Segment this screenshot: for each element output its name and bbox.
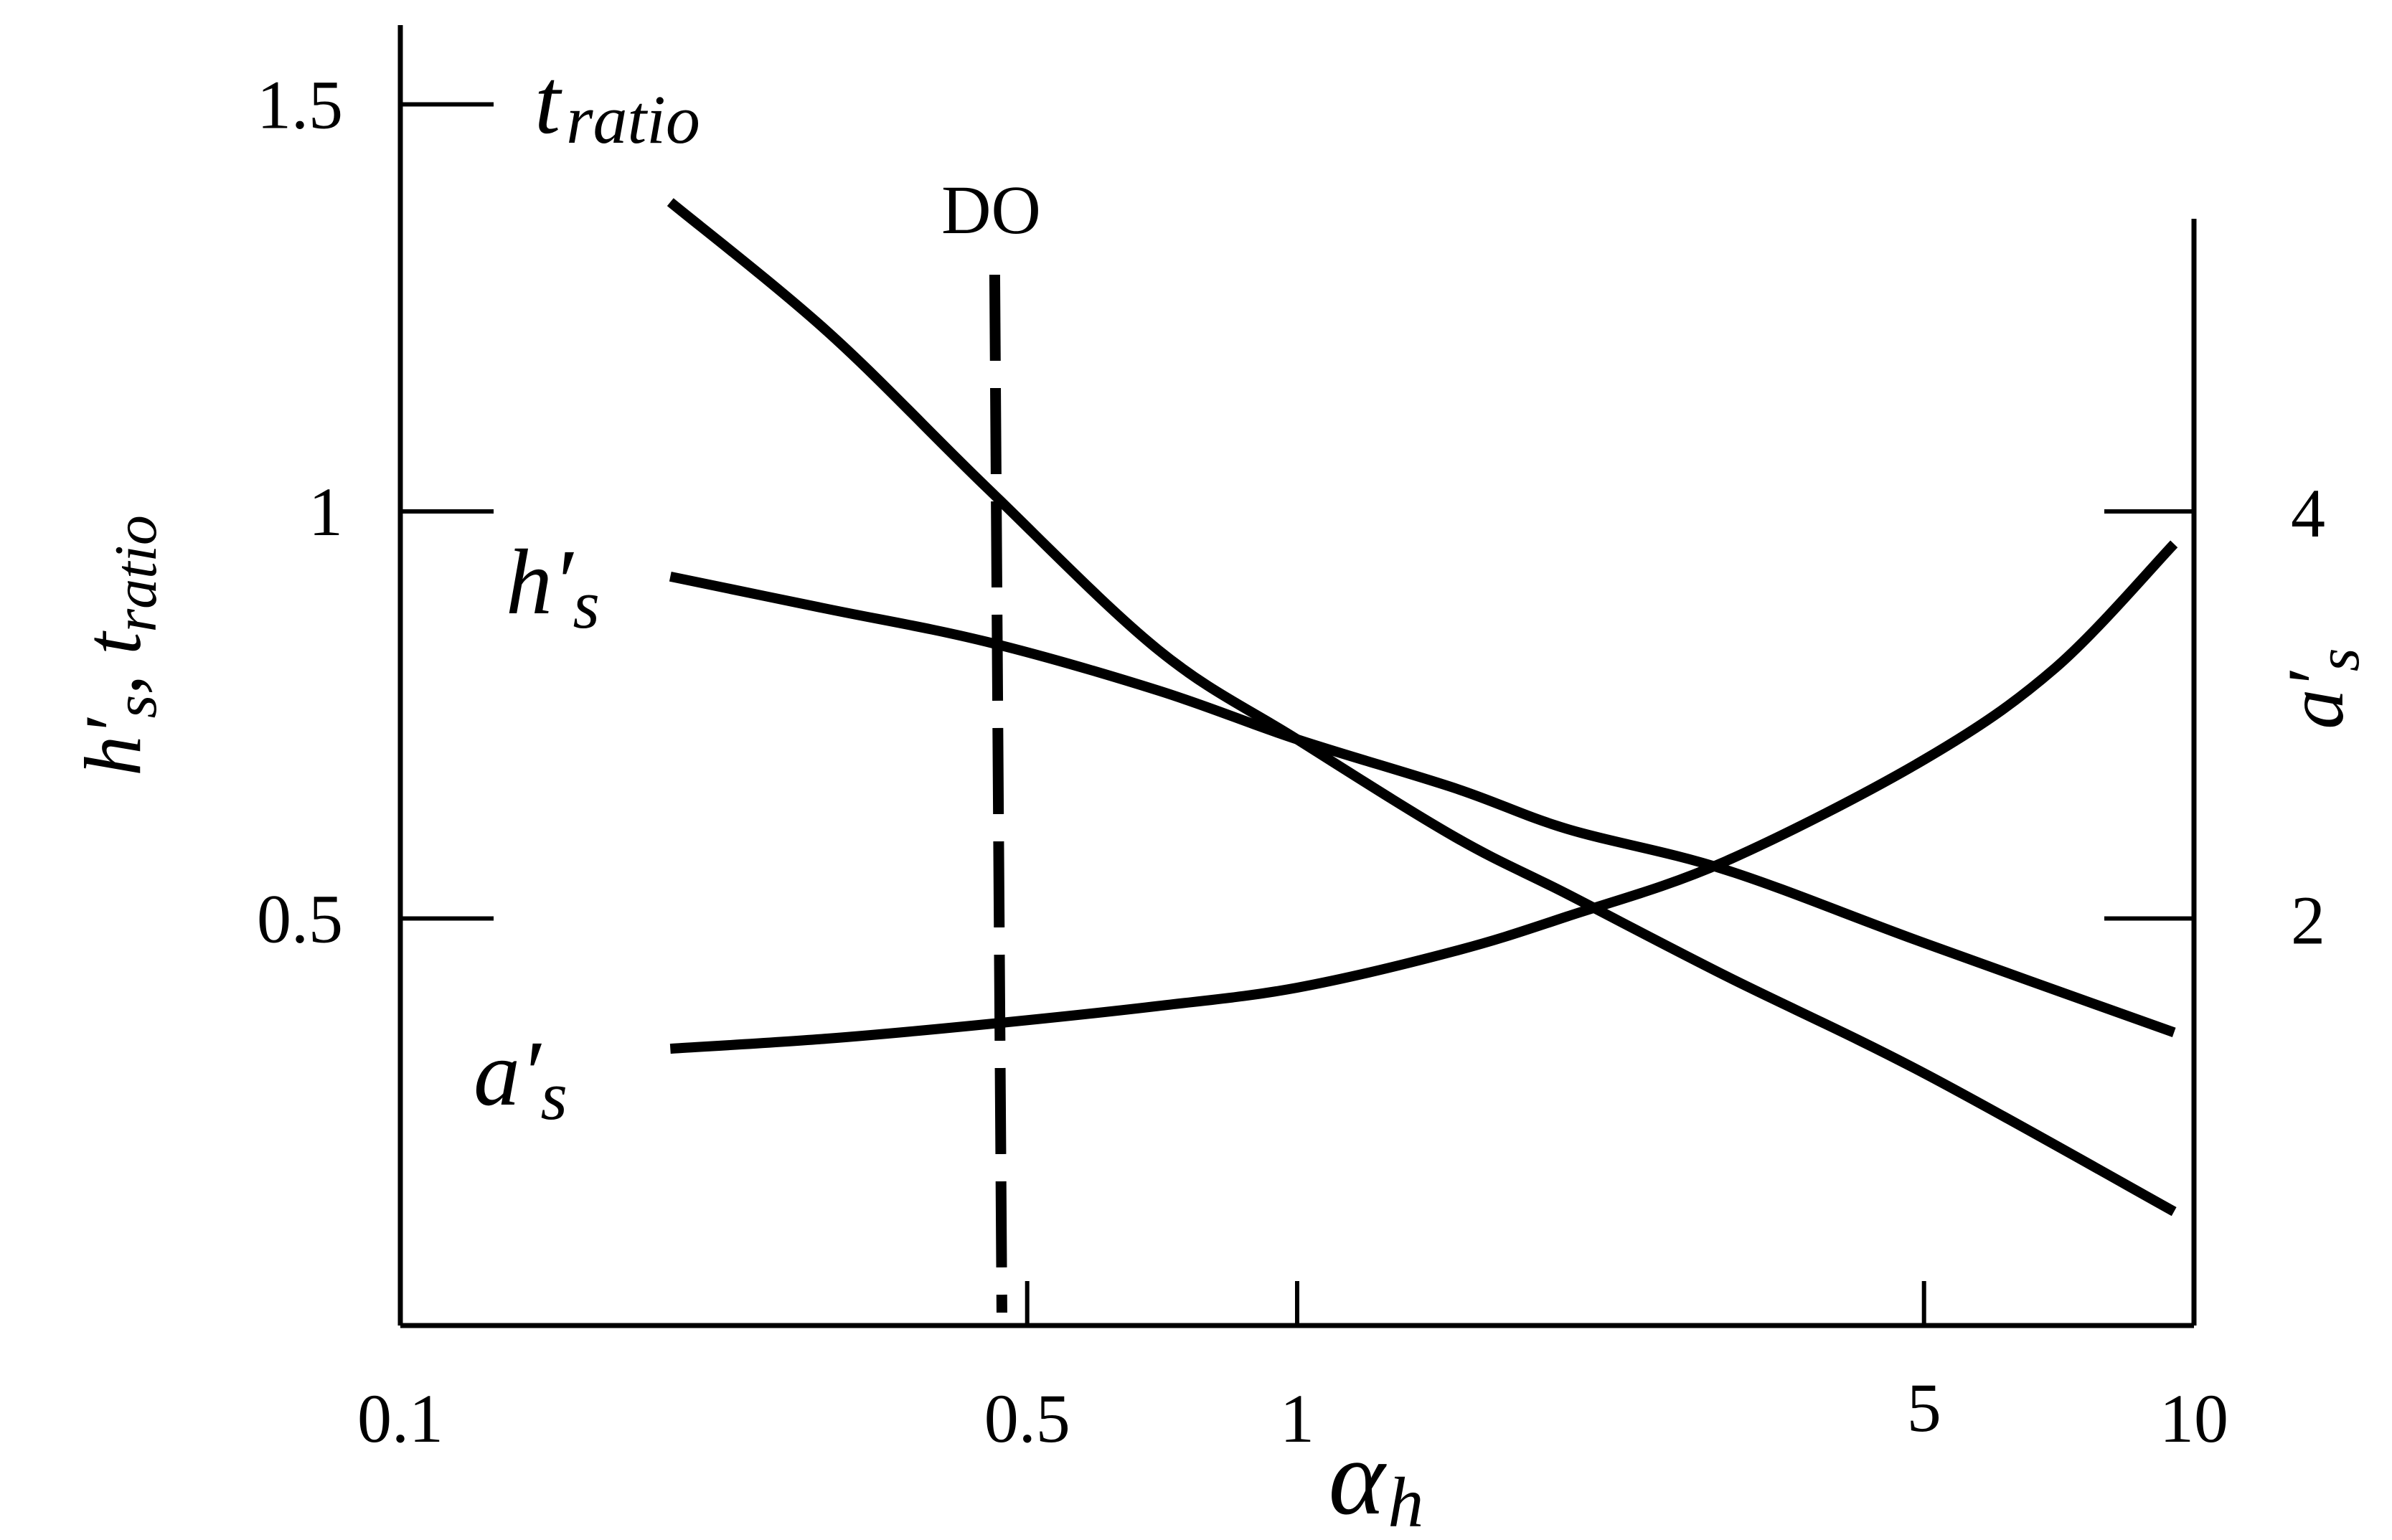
annotations: DO [941,171,1041,1313]
right-tick-label: 4 [2291,475,2325,552]
left-axis-title-sub2: ratio [103,515,169,632]
right-axis-title-sub: s [2305,648,2372,671]
left-axis-title-sub1: s [103,695,169,719]
series-line-h-s [669,571,2176,1037]
right-axis-title: a′s [2271,648,2372,729]
series-line-t-ratio [667,198,2177,1217]
x-axis-title: αh [1329,1418,1424,1540]
series-label-a-s-main: a′ [474,1022,542,1125]
right-tick-label: 2 [2291,882,2325,959]
right-axis-ticks: 24 [2104,475,2325,959]
x-tick-label: 1 [1280,1380,1314,1457]
series-label-t-ratio-main: t [535,50,562,153]
series-label-t-ratio-sub: ratio [566,81,700,158]
do-label: DO [941,171,1041,248]
series-label-t-ratio: tratio [535,50,700,158]
left-tick-label: 1.5 [257,67,343,143]
series-label-h-s-sub: s [573,566,599,643]
left-axis-title: h′s, tratio [69,515,169,776]
x-tick-label: 0.5 [984,1380,1070,1457]
left-axis-title-sep: , t [69,630,158,695]
x-axis-title-symbol: α [1329,1418,1388,1537]
series-label-a-s-sub: s [540,1057,567,1134]
series-label-h-s-main: h′ [506,531,575,634]
do-dashed-line [989,274,1007,1313]
x-tick-label: 0.1 [357,1380,443,1457]
series-label-h-s: h′s [506,531,600,643]
x-tick-label: 5 [1907,1369,1941,1446]
x-axis-ticks: 0.1 0.5 1 5 10 [357,1281,2228,1457]
x-tick-label: 10 [2160,1380,2228,1457]
series-lines [667,198,2178,1217]
left-tick-label: 1 [309,473,343,550]
axes [397,25,2197,1328]
right-axis-title-main: a′ [2271,671,2360,729]
x-axis-title-sub: h [1388,1463,1423,1540]
series-label-a-s: a′s [474,1022,568,1134]
left-tick-label: 0.5 [257,881,343,958]
left-axis-title-main: h′ [69,717,158,776]
series-line-a-s [669,540,2178,1054]
left-axis-ticks: 0.5 1 1.5 [257,67,494,958]
